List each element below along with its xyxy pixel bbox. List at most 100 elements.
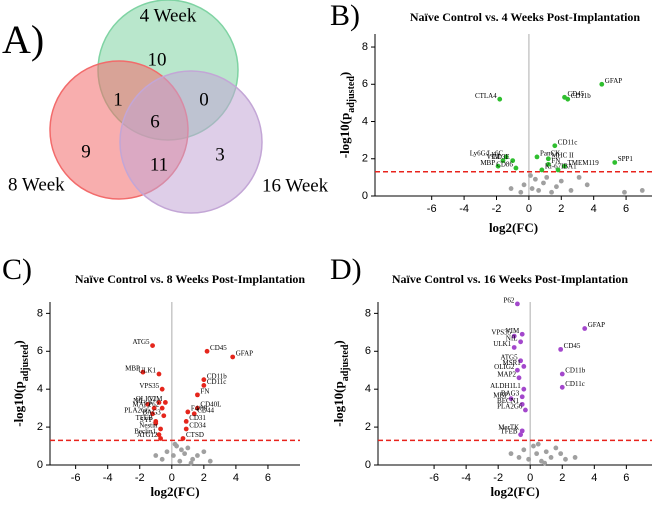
point-label: GFAP xyxy=(588,321,605,329)
data-point xyxy=(549,189,554,195)
region-count: 10 xyxy=(148,49,167,70)
y-tick-label: 0 xyxy=(365,459,371,471)
region-count: 1 xyxy=(113,89,123,110)
region-count: 6 xyxy=(150,111,160,132)
data-point xyxy=(516,375,522,381)
y-tick-label: 6 xyxy=(37,345,43,357)
data-point xyxy=(542,460,548,466)
data-point xyxy=(150,411,155,417)
data-point xyxy=(153,453,159,458)
data-point xyxy=(145,401,151,407)
x-tick-label: 4 xyxy=(591,472,597,484)
x-tick-label: 0 xyxy=(526,203,532,215)
data-point xyxy=(531,443,536,449)
y-tick-label: 4 xyxy=(365,383,371,395)
data-point xyxy=(545,161,551,167)
data-point xyxy=(532,176,538,182)
y-axis-label: -log10(padjusted) xyxy=(331,340,351,427)
y-tick-label: 8 xyxy=(362,41,368,53)
point-label: CD45 xyxy=(210,344,227,352)
region-count: 9 xyxy=(81,141,91,162)
data-point xyxy=(195,405,200,411)
point-label: ALDH1L1 xyxy=(490,382,521,390)
x-axis-label: log2(FC) xyxy=(150,484,199,499)
point-label: PLA2G6 xyxy=(497,403,523,411)
data-point xyxy=(639,188,645,193)
data-point xyxy=(518,358,524,364)
point-label: CD86 xyxy=(496,161,513,169)
data-point xyxy=(179,447,184,453)
data-point xyxy=(543,449,549,455)
point-label: GFAP xyxy=(236,350,253,358)
data-point xyxy=(544,174,550,180)
point-label: VIM xyxy=(486,153,500,161)
point-label: MAP2 xyxy=(132,401,151,409)
region-count: 0 xyxy=(199,89,209,110)
data-point xyxy=(521,182,527,188)
x-tick-label: 0 xyxy=(527,472,533,484)
point-label: BAG3 xyxy=(501,389,520,397)
point-label: CTLA4 xyxy=(475,92,497,100)
data-point xyxy=(558,451,564,457)
data-point xyxy=(526,456,532,462)
data-point xyxy=(535,441,541,447)
x-tick-label: -2 xyxy=(492,203,502,215)
data-point xyxy=(510,158,516,164)
y-axis-label-part: -log10(p xyxy=(337,113,352,159)
data-point xyxy=(204,348,210,354)
point-label: PanCK xyxy=(540,150,560,158)
y-axis-label-part: ) xyxy=(337,72,352,76)
point-label: NfL xyxy=(133,397,145,405)
point-label: ATG12 xyxy=(137,431,158,439)
y-axis-label-part: ) xyxy=(331,340,346,344)
data-point xyxy=(548,455,554,460)
data-point xyxy=(519,331,525,337)
point-label: MBP xyxy=(493,391,508,399)
data-point xyxy=(582,326,588,331)
data-point xyxy=(191,411,197,417)
region-count: 11 xyxy=(150,154,168,175)
data-point xyxy=(565,96,571,102)
set-label: 16 Week xyxy=(262,175,329,196)
panel-label: C) xyxy=(2,253,32,286)
y-tick-label: 8 xyxy=(37,307,43,319)
data-point xyxy=(185,445,191,451)
data-point xyxy=(159,456,165,462)
data-point xyxy=(584,182,590,188)
data-point xyxy=(562,163,567,169)
point-label: P62 xyxy=(148,401,159,409)
data-point xyxy=(201,377,207,383)
x-tick-label: 6 xyxy=(265,472,271,484)
data-point xyxy=(158,426,163,432)
data-point xyxy=(518,189,524,195)
y-tick-label: 4 xyxy=(37,383,43,395)
point-label: MBP xyxy=(480,159,495,167)
data-point xyxy=(515,367,520,373)
set-label: 8 Week xyxy=(8,174,65,195)
set-label: 4 Week xyxy=(140,5,197,26)
point-label: CD34 xyxy=(189,422,206,430)
data-point xyxy=(559,371,565,377)
data-point xyxy=(555,167,561,173)
data-point xyxy=(559,384,565,390)
point-label: CD11c xyxy=(565,380,585,388)
point-label: F4/80 xyxy=(191,405,208,413)
x-tick-label: -4 xyxy=(459,203,469,215)
point-label: VIM xyxy=(506,327,520,335)
data-point xyxy=(558,178,564,184)
data-point xyxy=(495,163,501,169)
y-tick-label: 8 xyxy=(365,307,371,319)
y-axis-label-part: ) xyxy=(11,340,26,344)
panel-label: D) xyxy=(330,253,362,286)
data-point xyxy=(180,436,186,441)
data-point xyxy=(188,460,194,466)
data-point xyxy=(159,405,165,411)
data-point xyxy=(195,392,200,398)
data-point xyxy=(513,165,519,171)
x-tick-label: -4 xyxy=(461,472,471,484)
data-point xyxy=(563,456,568,462)
panel-label: B) xyxy=(330,0,360,32)
data-point xyxy=(508,186,514,191)
x-tick-label: -6 xyxy=(429,472,439,484)
point-label: GFAP xyxy=(605,77,622,85)
